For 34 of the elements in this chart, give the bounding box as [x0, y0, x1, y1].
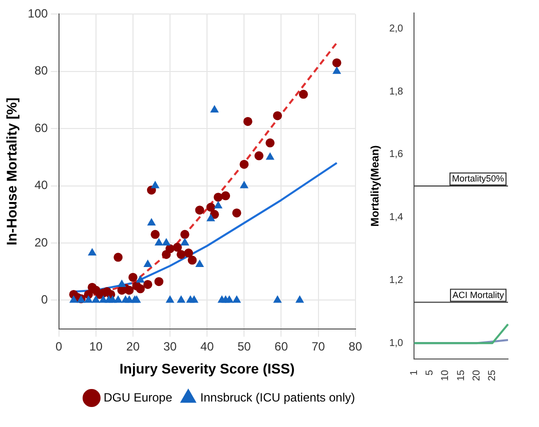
y-tick-label: 1,8	[389, 86, 404, 98]
y-tick-label: 1,2	[389, 275, 404, 286]
x-tick-label: 10	[440, 369, 452, 381]
y-tick-label: 1,4	[389, 212, 404, 224]
y-tick-label: 0	[41, 292, 48, 307]
y-axis-title: Mortality(Mean)	[370, 144, 382, 227]
legend-label: DGU Europe	[104, 390, 173, 404]
y-tick-label: 100	[28, 6, 48, 21]
x-axis-title: Injury Severity Score (ISS)	[120, 360, 295, 376]
x-tick-label: 30	[163, 339, 178, 354]
y-tick-label: 1,0	[389, 338, 404, 349]
x-tick-label: 20	[471, 369, 482, 381]
ref-line-label: ACI Mortality	[452, 290, 504, 300]
x-tick-label: 60	[274, 339, 288, 354]
x-tick-label: 5	[424, 369, 436, 376]
y-tick-label: 1,6	[389, 149, 404, 160]
x-tick-label: 40	[200, 339, 214, 354]
legend-label: Innsbruck (ICU patients only)	[200, 390, 356, 404]
x-tick-label: 50	[237, 339, 252, 354]
x-tick-label: 15	[456, 369, 467, 381]
ref-line-label: Mortality50%	[452, 173, 504, 184]
x-tick-label: 25	[487, 369, 498, 381]
y-tick-label: 40	[34, 178, 48, 192]
x-tick-label: 20	[126, 339, 140, 354]
x-tick-label: 70	[312, 339, 326, 354]
y-tick-label: 2,0	[389, 23, 404, 34]
y-axis-title: In-House Mortality [%]	[3, 98, 20, 246]
x-tick-label: 80	[348, 339, 362, 354]
y-tick-label: 20	[34, 235, 48, 250]
x-tick-label: 1	[408, 369, 420, 376]
y-tick-label: 60	[34, 120, 48, 135]
x-tick-label: 0	[55, 339, 62, 354]
y-tick-label: 80	[34, 64, 48, 78]
x-tick-label: 10	[89, 339, 103, 354]
